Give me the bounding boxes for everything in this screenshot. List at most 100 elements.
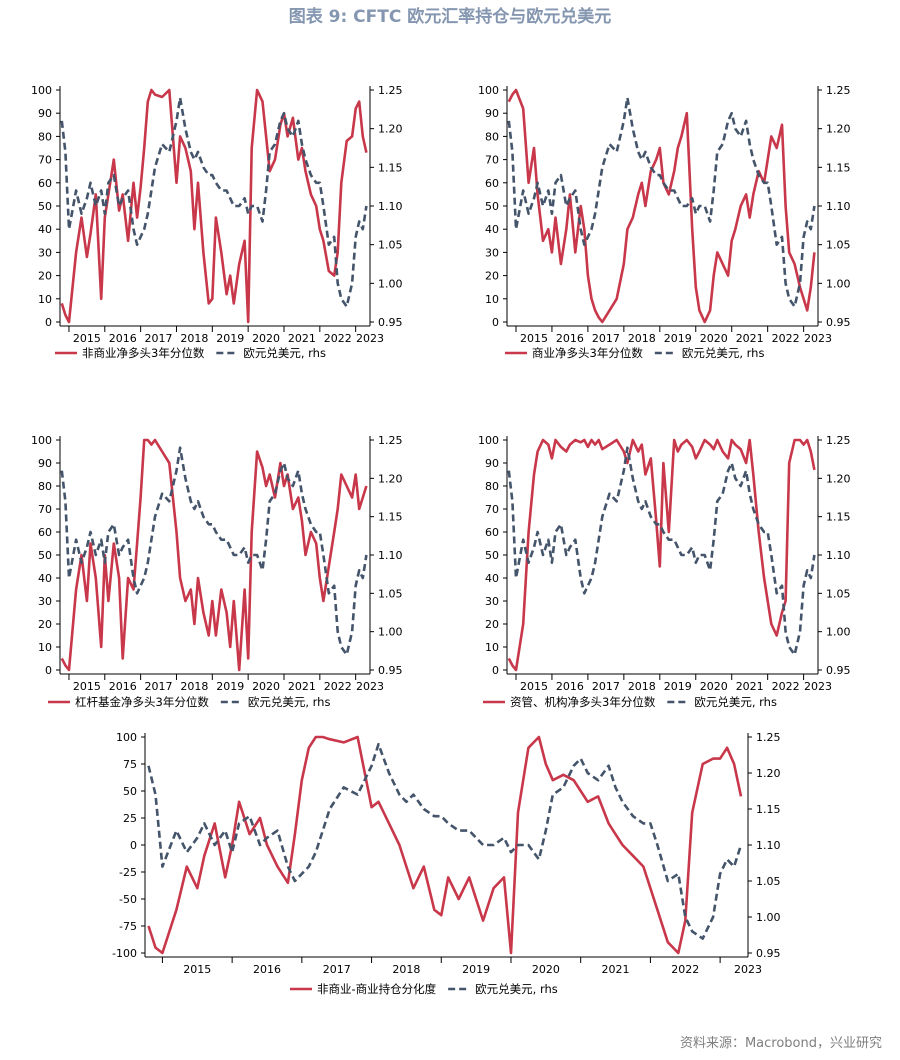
x-tick-label: 2021 xyxy=(602,963,630,976)
x-tick-label: 2021 xyxy=(288,332,316,345)
right-tick-label: 1.05 xyxy=(378,239,403,252)
left-tick-label: 80 xyxy=(38,480,52,493)
right-tick-label: 1.20 xyxy=(826,123,851,136)
legend-label-position: 非商业-商业持仓分化度 xyxy=(317,982,437,996)
left-tick-label: 100 xyxy=(116,731,137,744)
left-tick-label: 25 xyxy=(123,812,137,825)
left-tick-label: -75 xyxy=(119,920,137,933)
left-tick-label: 100 xyxy=(478,84,499,97)
x-tick-label: 2019 xyxy=(216,680,244,693)
x-tick-label: 2021 xyxy=(288,680,316,693)
x-tick-label: 2018 xyxy=(180,332,208,345)
right-tick-label: 1.00 xyxy=(826,277,851,290)
right-tick-label: 0.95 xyxy=(378,664,403,677)
x-tick-label: 2020 xyxy=(700,680,728,693)
left-tick-label: 30 xyxy=(485,595,499,608)
left-tick-label: 75 xyxy=(123,758,137,771)
left-tick-label: 60 xyxy=(38,526,52,539)
right-tick-label: 0.95 xyxy=(378,316,403,329)
position-series-line xyxy=(60,438,368,672)
position-series-line xyxy=(507,88,816,324)
x-tick-label: 2015 xyxy=(73,332,101,345)
x-tick-label: 2015 xyxy=(520,680,548,693)
left-tick-label: 60 xyxy=(485,526,499,539)
left-tick-label: 80 xyxy=(485,480,499,493)
legend-label-position: 非商业净多头3年分位数 xyxy=(82,346,205,360)
right-tick-label: 1.15 xyxy=(826,511,851,524)
left-tick-label: 90 xyxy=(38,107,52,120)
right-tick-label: 0.95 xyxy=(826,664,851,677)
x-tick-label: 2018 xyxy=(628,680,656,693)
right-tick-label: 1.00 xyxy=(378,277,403,290)
x-tick-label: 2019 xyxy=(462,963,490,976)
eurusd-series-line xyxy=(147,742,743,940)
x-tick-label: 2023 xyxy=(804,332,832,345)
left-tick-label: 10 xyxy=(485,293,499,306)
left-tick-label: 30 xyxy=(38,246,52,259)
left-tick-label: 70 xyxy=(38,154,52,167)
left-tick-label: 20 xyxy=(485,270,499,283)
figure-title: 图表 9: CFTC 欧元汇率持仓与欧元兑美元 xyxy=(288,7,612,27)
legend-label-position: 杠杆基金净多头3年分位数 xyxy=(75,695,209,709)
right-tick-label: 1.25 xyxy=(378,84,403,97)
left-tick-label: 10 xyxy=(38,641,52,654)
left-tick-label: 20 xyxy=(485,618,499,631)
left-tick-label: 50 xyxy=(38,549,52,562)
x-tick-label: 2015 xyxy=(183,963,211,976)
left-tick-label: 60 xyxy=(38,177,52,190)
eurusd-series-line xyxy=(507,96,816,308)
eurusd-series-line xyxy=(60,96,368,308)
left-tick-label: 50 xyxy=(38,200,52,213)
x-tick-label: 2023 xyxy=(804,680,832,693)
left-tick-label: 10 xyxy=(485,641,499,654)
right-tick-label: 1.00 xyxy=(756,911,781,924)
x-tick-label: 2017 xyxy=(145,332,173,345)
x-tick-label: 2022 xyxy=(324,680,352,693)
left-tick-label: 100 xyxy=(478,434,499,447)
position-series-line xyxy=(60,88,368,324)
right-tick-label: 0.95 xyxy=(826,316,851,329)
legend-label-eurusd: 欧元兑美元, rhs xyxy=(682,346,765,360)
x-tick-label: 2022 xyxy=(772,332,800,345)
right-tick-label: 1.25 xyxy=(826,84,851,97)
legend-label-eurusd: 欧元兑美元, rhs xyxy=(243,346,326,360)
right-tick-label: 1.25 xyxy=(756,731,781,744)
right-tick-label: 1.00 xyxy=(378,626,403,639)
x-tick-label: 2019 xyxy=(216,332,244,345)
right-tick-label: 1.25 xyxy=(826,434,851,447)
x-tick-label: 2021 xyxy=(736,332,764,345)
left-tick-label: 50 xyxy=(123,785,137,798)
x-tick-label: 2023 xyxy=(356,680,384,693)
x-tick-label: 2022 xyxy=(772,680,800,693)
legend-label-eurusd: 欧元兑美元, rhs xyxy=(475,982,558,996)
left-tick-label: 10 xyxy=(38,293,52,306)
x-tick-label: 2022 xyxy=(324,332,352,345)
x-tick-label: 2017 xyxy=(145,680,173,693)
x-tick-label: 2016 xyxy=(109,332,137,345)
x-tick-label: 2022 xyxy=(671,963,699,976)
right-tick-label: 1.20 xyxy=(378,472,403,485)
right-tick-label: 1.15 xyxy=(378,161,403,174)
right-tick-label: 1.05 xyxy=(378,587,403,600)
x-tick-label: 2015 xyxy=(73,680,101,693)
right-tick-label: 1.10 xyxy=(378,200,403,213)
left-tick-label: 0 xyxy=(492,316,499,329)
right-tick-label: 1.10 xyxy=(378,549,403,562)
left-tick-label: 20 xyxy=(38,270,52,283)
legend-label-position: 资管、机构净多头3年分位数 xyxy=(510,695,656,709)
left-tick-label: 100 xyxy=(31,434,52,447)
left-tick-label: 50 xyxy=(485,200,499,213)
right-tick-label: 1.10 xyxy=(756,839,781,852)
x-tick-label: 2020 xyxy=(700,332,728,345)
right-tick-label: 1.10 xyxy=(826,200,851,213)
x-tick-label: 2016 xyxy=(556,680,584,693)
left-tick-label: 90 xyxy=(485,457,499,470)
x-tick-label: 2018 xyxy=(392,963,420,976)
x-tick-label: 2020 xyxy=(252,332,280,345)
x-tick-label: 2019 xyxy=(664,680,692,693)
left-tick-label: 20 xyxy=(38,618,52,631)
right-tick-label: 1.05 xyxy=(826,587,851,600)
left-tick-label: 60 xyxy=(485,177,499,190)
right-tick-label: 1.20 xyxy=(756,767,781,780)
